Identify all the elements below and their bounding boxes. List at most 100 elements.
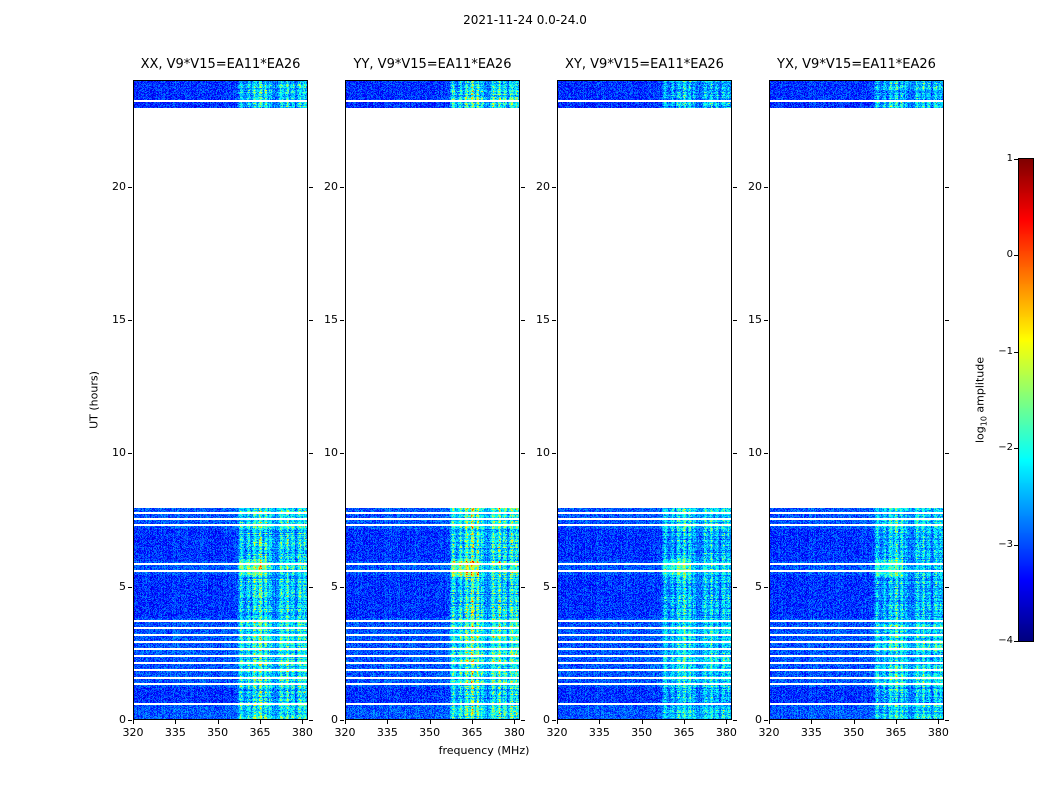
- x-tick-label: 380: [715, 726, 737, 739]
- x-tick-mark: [430, 720, 431, 724]
- y-tick-label: 10: [324, 446, 338, 460]
- x-tick-mark: [557, 720, 558, 724]
- colorbar-tick-mark: [1014, 448, 1018, 449]
- y-tick-label: 10: [536, 446, 550, 460]
- y-tick-mark: [945, 187, 949, 188]
- x-tick-label: 365: [885, 726, 907, 739]
- x-tick-label: 350: [419, 726, 441, 739]
- y-tick-mark: [128, 187, 132, 188]
- y-tick-label: 5: [119, 579, 126, 593]
- x-tick-mark: [387, 720, 388, 724]
- x-tick-mark: [854, 720, 855, 724]
- y-tick-mark: [340, 453, 344, 454]
- y-tick-mark: [764, 320, 768, 321]
- x-tick-mark: [599, 720, 600, 724]
- x-tick-mark: [769, 720, 770, 724]
- x-tick-mark: [938, 720, 939, 724]
- y-tick-mark: [552, 453, 556, 454]
- colorbar-tick-label: −4: [998, 635, 1013, 646]
- x-tick-label: 320: [122, 726, 144, 739]
- x-tick-label: 365: [673, 726, 695, 739]
- panel-title: XY, V9*V15=EA11*EA26: [565, 57, 724, 72]
- y-tick-label: 10: [112, 446, 126, 460]
- panel-xy: XY, V9*V15=EA11*EA26 320 335 350 365 380 0 5 1…: [536, 57, 737, 739]
- x-tick-label: 335: [376, 726, 398, 739]
- plot-area: [345, 80, 520, 720]
- plot-area: [557, 80, 732, 720]
- panel-xx: XX, V9*V15=EA11*EA26 320 335 350 365 380 0 5 1…: [112, 57, 313, 739]
- x-tick-label: 350: [631, 726, 653, 739]
- x-tick-mark: [514, 720, 515, 724]
- colorbar-tick-mark: [1014, 352, 1018, 353]
- panel-title: YY, V9*V15=EA11*EA26: [353, 57, 512, 72]
- y-tick-mark: [521, 187, 525, 188]
- x-tick-label: 365: [461, 726, 483, 739]
- colorbar-tick-mark: [1014, 545, 1018, 546]
- panel-title: YX, V9*V15=EA11*EA26: [777, 57, 936, 72]
- x-tick-mark: [175, 720, 176, 724]
- y-tick-mark: [340, 187, 344, 188]
- y-tick-mark: [552, 187, 556, 188]
- y-tick-mark: [521, 720, 525, 721]
- y-tick-mark: [945, 720, 949, 721]
- y-tick-label: 5: [755, 579, 762, 593]
- x-tick-label: 320: [546, 726, 568, 739]
- x-tick-label: 365: [249, 726, 271, 739]
- y-tick-mark: [309, 720, 313, 721]
- x-tick-mark: [345, 720, 346, 724]
- spectrogram-heatmap: [346, 81, 519, 719]
- y-tick-mark: [733, 720, 737, 721]
- x-tick-label: 335: [800, 726, 822, 739]
- panel-yx: YX, V9*V15=EA11*EA26 320 335 350 365 380 0 5 1…: [748, 57, 949, 739]
- colorbar-tick-mark: [1014, 641, 1018, 642]
- spectrogram-heatmap: [558, 81, 731, 719]
- colorbar-label-prefix: log: [973, 426, 987, 444]
- x-tick-label: 335: [588, 726, 610, 739]
- x-tick-label: 350: [207, 726, 229, 739]
- y-tick-mark: [521, 320, 525, 321]
- x-tick-label: 380: [927, 726, 949, 739]
- x-axis-label: frequency (MHz): [438, 744, 530, 757]
- y-tick-label: 5: [543, 579, 550, 593]
- y-tick-mark: [764, 587, 768, 588]
- colorbar-tick-label: 0: [1006, 249, 1013, 261]
- y-tick-mark: [309, 187, 313, 188]
- colorbar-tick-mark: [1014, 159, 1018, 160]
- colorbar-tick-mark: [1014, 255, 1018, 256]
- x-tick-mark: [133, 720, 134, 724]
- y-tick-label: 0: [755, 713, 762, 726]
- x-tick-mark: [260, 720, 261, 724]
- y-tick-label: 15: [112, 313, 126, 326]
- colorbar-gradient: [1019, 159, 1033, 641]
- y-tick-label: 20: [324, 179, 338, 193]
- y-tick-mark: [128, 453, 132, 454]
- y-tick-label: 10: [748, 446, 762, 460]
- y-tick-mark: [945, 453, 949, 454]
- y-tick-mark: [521, 453, 525, 454]
- y-tick-mark: [945, 320, 949, 321]
- y-tick-mark: [764, 453, 768, 454]
- y-axis-label: UT (hours): [87, 371, 101, 429]
- colorbar-label-sub: 10: [979, 416, 989, 427]
- x-tick-label: 320: [334, 726, 356, 739]
- y-tick-mark: [128, 320, 132, 321]
- panel-title: XX, V9*V15=EA11*EA26: [140, 57, 301, 72]
- colorbar-tick-label: 1: [1006, 153, 1013, 164]
- spectrogram-heatmap: [134, 81, 307, 719]
- x-tick-mark: [472, 720, 473, 724]
- x-tick-mark: [726, 720, 727, 724]
- y-tick-label: 0: [543, 713, 550, 726]
- colorbar: 1 0 −1 −2 −3 −4 log10 amplitude: [973, 153, 1034, 646]
- y-tick-mark: [128, 587, 132, 588]
- y-tick-mark: [764, 187, 768, 188]
- x-tick-mark: [896, 720, 897, 724]
- y-tick-mark: [128, 720, 132, 721]
- x-tick-mark: [811, 720, 812, 724]
- y-tick-mark: [309, 320, 313, 321]
- y-tick-mark: [552, 720, 556, 721]
- colorbar-tick-label: −3: [998, 538, 1013, 550]
- y-tick-label: 5: [331, 579, 338, 593]
- x-tick-mark: [642, 720, 643, 724]
- figure-title: 2021-11-24 0.0-24.0: [463, 13, 587, 27]
